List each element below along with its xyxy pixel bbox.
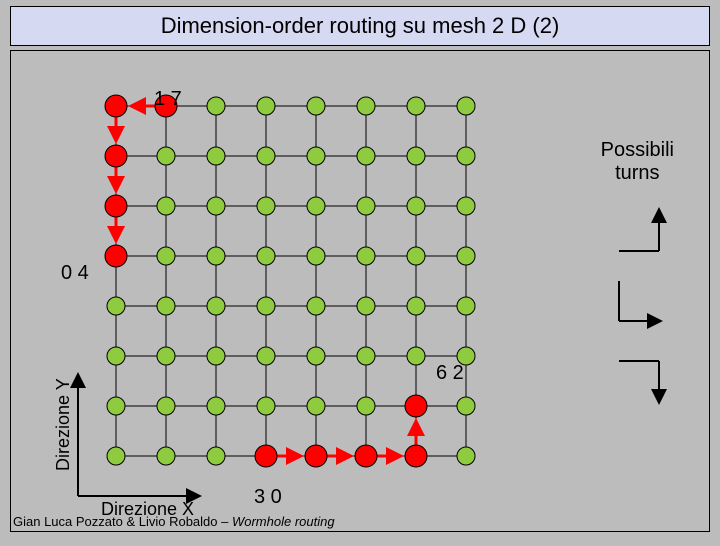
- node-label: 0 4: [61, 262, 89, 285]
- node-label: 1 7: [154, 88, 182, 111]
- page-title: Dimension-order routing su mesh 2 D (2): [161, 13, 560, 39]
- footer-topic: Wormhole routing: [232, 514, 335, 529]
- possible-turns-label: Possibili turns: [601, 139, 674, 185]
- footer: Gian Luca Pozzato & Livio Robaldo – Worm…: [13, 514, 335, 529]
- node-label: 3 0: [254, 486, 282, 509]
- turns-line1: Possibili: [601, 139, 674, 161]
- title-bar: Dimension-order routing su mesh 2 D (2): [10, 6, 710, 46]
- turns-line2: turns: [615, 162, 659, 184]
- axis-y-label: Direzione Y: [53, 378, 74, 471]
- footer-authors: Gian Luca Pozzato & Livio Robaldo –: [13, 514, 232, 529]
- turns-svg: [604, 201, 694, 431]
- node-label: 6 2: [436, 362, 464, 385]
- content-area: 1 7 0 4 6 2 3 0 Possibili turns Direzione Y…: [10, 50, 710, 532]
- possible-turns-diagram: [604, 201, 694, 436]
